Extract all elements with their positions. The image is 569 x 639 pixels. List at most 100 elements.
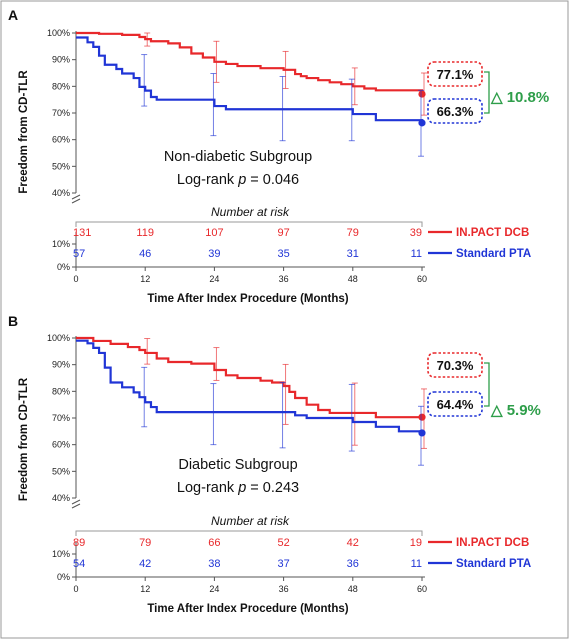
y-tick-label: 50% xyxy=(52,466,70,476)
log-rank-label: Log-rank p = 0.243 xyxy=(177,480,299,496)
number-at-risk-value: 39 xyxy=(410,227,422,239)
y-axis-label: Freedom from CD-TLR xyxy=(18,70,30,194)
y-tick-label: 10% xyxy=(52,549,70,559)
delta-label: △ 5.9% xyxy=(490,402,541,419)
log-rank-label: Log-rank p = 0.046 xyxy=(177,172,299,188)
x-tick-label: 60 xyxy=(417,584,427,594)
y-tick-label: 80% xyxy=(52,386,70,396)
legend-label: Standard PTA xyxy=(456,248,531,260)
x-tick-label: 36 xyxy=(279,584,289,594)
number-at-risk-value: 38 xyxy=(208,558,220,570)
pta-value-box xyxy=(427,98,483,124)
y-tick-label: 50% xyxy=(52,161,70,171)
number-at-risk-value: 66 xyxy=(208,537,220,549)
x-tick-label: 24 xyxy=(209,274,219,284)
panel-letter: A xyxy=(8,7,18,23)
number-at-risk-value: 79 xyxy=(139,537,151,549)
legend-label: IN.PACT DCB xyxy=(456,227,529,239)
number-at-risk-bracket xyxy=(75,221,423,227)
axis-break xyxy=(71,499,81,509)
axis-break xyxy=(71,194,81,204)
dcb-value-box xyxy=(427,352,483,378)
number-at-risk-value: 11 xyxy=(411,248,422,260)
number-at-risk-value: 39 xyxy=(208,248,220,260)
number-at-risk-value: 42 xyxy=(139,558,151,570)
number-at-risk-value: 36 xyxy=(347,558,359,570)
number-at-risk-value: 19 xyxy=(410,537,422,549)
x-tick-label: 60 xyxy=(417,274,427,284)
y-tick-label: 80% xyxy=(52,81,70,91)
y-tick-label: 0% xyxy=(57,572,70,582)
number-at-risk-value: 131 xyxy=(73,227,91,239)
y-tick-label: 70% xyxy=(52,413,70,423)
x-tick-label: 0 xyxy=(73,584,78,594)
y-axis-label: Freedom from CD-TLR xyxy=(18,377,30,501)
number-at-risk-value: 11 xyxy=(411,558,422,570)
series-dcb: 89 79 66 52 42 19 IN.PACT DCB xyxy=(73,336,529,549)
legend-label: IN.PACT DCB xyxy=(456,537,529,549)
number-at-risk-value: 52 xyxy=(277,537,289,549)
subgroup-label: Non-diabetic Subgroup xyxy=(164,149,312,165)
number-at-risk-value: 107 xyxy=(205,227,223,239)
x-tick-label: 48 xyxy=(348,584,358,594)
y-tick-label: 60% xyxy=(52,135,70,145)
delta-bracket xyxy=(484,362,490,407)
panel-a: A 40% 50% 60% 70% 80% 90% 100% 10% 0%0 12 24 36 48 60 T… xyxy=(8,7,549,305)
survival-curve xyxy=(76,36,424,123)
survival-curve xyxy=(76,336,422,419)
number-at-risk-value: 119 xyxy=(136,227,154,239)
number-at-risk-title: Number at risk xyxy=(211,514,290,528)
series-dcb: 131 119 107 97 79 39 IN.PACT DCB xyxy=(73,31,529,239)
delta-label: △ 10.8% xyxy=(490,89,549,106)
panel-letter: B xyxy=(8,313,18,329)
number-at-risk-value: 35 xyxy=(277,248,289,260)
pta-value-label: 66.3% xyxy=(437,104,474,119)
y-tick-label: 100% xyxy=(47,28,70,38)
x-axis-label: Time After Index Procedure (Months) xyxy=(147,603,348,615)
dcb-value-label: 70.3% xyxy=(437,358,474,373)
legend-label: Standard PTA xyxy=(456,558,531,570)
number-at-risk-title: Number at risk xyxy=(211,205,290,219)
x-tick-label: 0 xyxy=(73,274,78,284)
series-pta: 57 46 39 35 31 11 Standard PTA xyxy=(73,36,531,260)
end-point xyxy=(418,119,426,127)
survival-curve xyxy=(76,31,424,95)
x-tick-label: 48 xyxy=(348,274,358,284)
pta-value-label: 64.4% xyxy=(437,397,474,412)
y-tick-label: 90% xyxy=(52,360,70,370)
delta-bracket xyxy=(484,71,490,114)
series-pta: 54 42 38 37 36 11 Standard PTA xyxy=(73,339,531,570)
number-at-risk-value: 54 xyxy=(73,558,85,570)
number-at-risk-value: 46 xyxy=(139,248,151,260)
panel-b: B 40% 50% 60% 70% 80% 90% 100% 10% 0%0 12 24 36 48 60 T… xyxy=(8,313,541,615)
end-point xyxy=(418,90,426,98)
y-tick-label: 10% xyxy=(52,239,70,249)
x-tick-label: 12 xyxy=(140,274,150,284)
dcb-value-label: 77.1% xyxy=(437,67,474,82)
number-at-risk-value: 79 xyxy=(347,227,359,239)
y-tick-label: 0% xyxy=(57,262,70,272)
survival-curve xyxy=(76,339,424,433)
subgroup-label: Diabetic Subgroup xyxy=(178,457,297,473)
number-at-risk-value: 37 xyxy=(277,558,289,570)
dcb-value-box xyxy=(427,61,483,87)
number-at-risk-value: 89 xyxy=(73,537,85,549)
y-tick-label: 90% xyxy=(52,55,70,65)
number-at-risk-value: 57 xyxy=(73,248,85,260)
number-at-risk-value: 97 xyxy=(277,227,289,239)
x-axis-label: Time After Index Procedure (Months) xyxy=(147,293,348,305)
y-tick-label: 100% xyxy=(47,333,70,343)
end-point xyxy=(418,413,426,421)
pta-value-box xyxy=(427,391,483,417)
x-tick-label: 12 xyxy=(140,584,150,594)
y-tick-label: 70% xyxy=(52,108,70,118)
x-tick-label: 24 xyxy=(209,584,219,594)
y-tick-label: 40% xyxy=(52,188,70,198)
number-at-risk-value: 42 xyxy=(347,537,359,549)
y-tick-label: 40% xyxy=(52,493,70,503)
y-tick-label: 60% xyxy=(52,440,70,450)
number-at-risk-value: 31 xyxy=(347,248,359,260)
x-tick-label: 36 xyxy=(279,274,289,284)
number-at-risk-bracket xyxy=(75,530,423,536)
